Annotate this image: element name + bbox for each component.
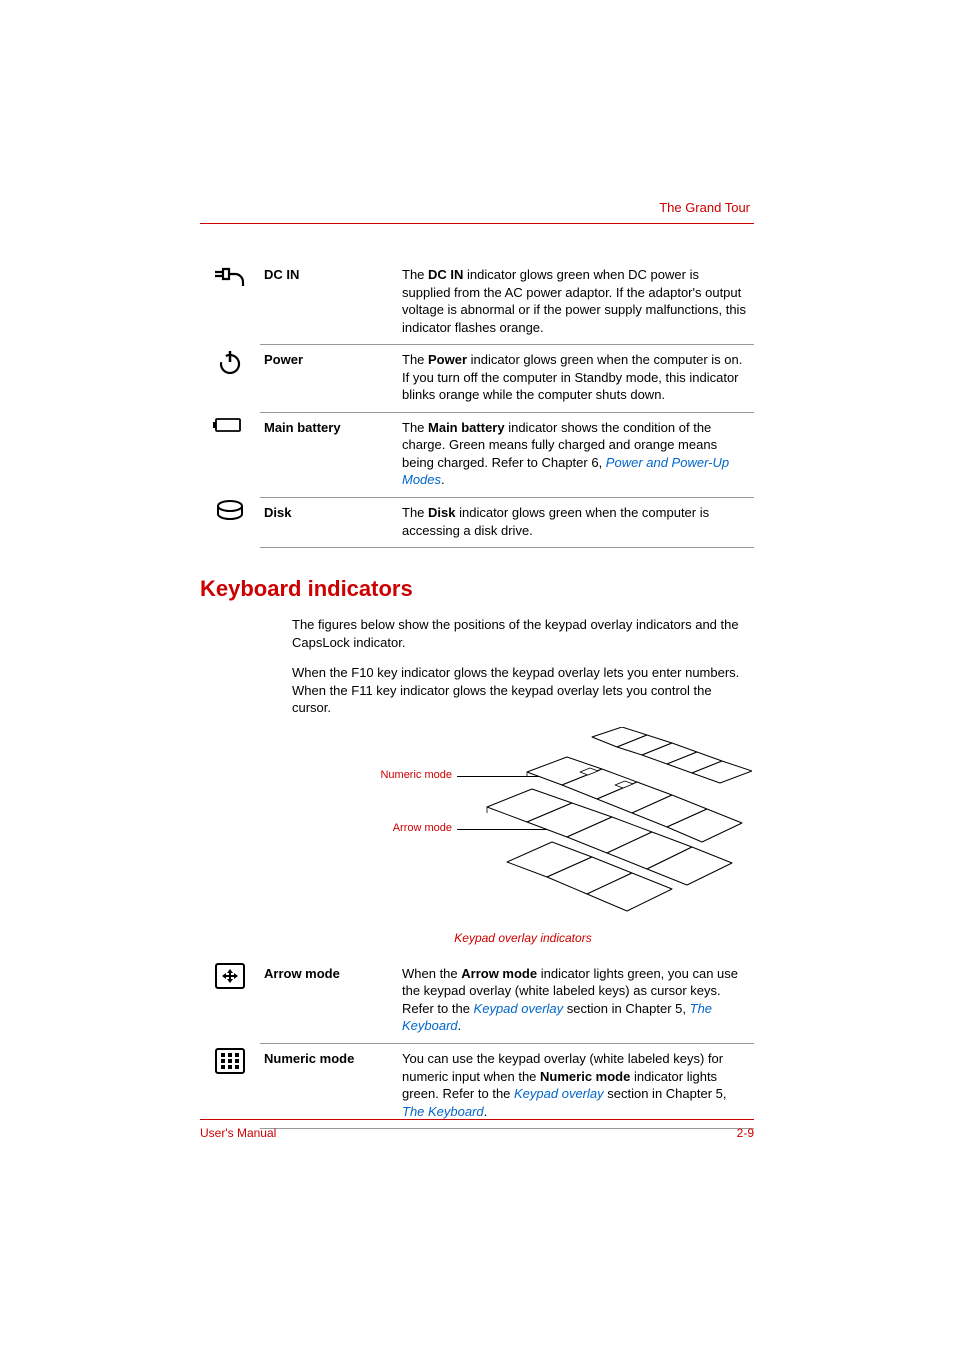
text-bold: Numeric mode [540,1069,630,1084]
table-row: Main battery The Main battery indicator … [200,412,754,497]
text: The [402,420,428,435]
cross-ref-link[interactable]: The Keyboard [402,1104,484,1119]
text: The [402,505,428,520]
text: . [441,472,445,487]
keypad-figure: Numeric mode Arrow mode [292,727,754,927]
text: When the [402,966,461,981]
battery-icon [213,414,247,434]
footer-left: User's Manual [200,1126,276,1140]
arrow-mode-icon [213,961,247,991]
keyboard-illustration [472,727,752,917]
footer-rule [200,1119,754,1120]
indicator-desc: You can use the keypad overlay (white la… [398,1044,754,1129]
indicator-label: Main battery [260,412,398,497]
page-footer: User's Manual 2-9 [200,1119,754,1140]
table-row: DC IN The DC IN indicator glows green wh… [200,260,754,345]
indicator-label: Arrow mode [260,959,398,1044]
indicator-desc: The DC IN indicator glows green when DC … [398,260,754,345]
page-content: The Grand Tour DC IN The DC IN indicator… [0,0,954,1129]
text-bold: Power [428,352,467,367]
power-icon [215,347,245,377]
text: . [458,1018,462,1033]
text: . [484,1104,488,1119]
indicator-desc: The Power indicator glows green when the… [398,345,754,413]
table-row: Numeric mode You can use the keypad over… [200,1044,754,1129]
text: section in Chapter 5, [563,1001,689,1016]
section-heading: Keyboard indicators [200,576,754,602]
indicator-label: Power [260,345,398,413]
indicator-label: DC IN [260,260,398,345]
keyboard-indicators-table: Arrow mode When the Arrow mode indicator… [200,959,754,1129]
paragraph: When the F10 key indicator glows the key… [292,664,754,717]
text-bold: Arrow mode [461,966,537,981]
figure-label-arrow: Arrow mode [352,822,452,834]
indicator-desc: The Disk indicator glows green when the … [398,498,754,548]
footer-page-number: 2-9 [737,1126,754,1140]
indicator-label: Numeric mode [260,1044,398,1129]
system-indicators-table: DC IN The DC IN indicator glows green wh… [200,260,754,548]
dc-in-icon [213,262,247,290]
header-rule [200,223,754,224]
paragraph: The figures below show the positions of … [292,616,754,651]
text-bold: Disk [428,505,455,520]
table-row: Arrow mode When the Arrow mode indicator… [200,959,754,1044]
cross-ref-link[interactable]: Keypad overlay [474,1001,564,1016]
indicator-desc: When the Arrow mode indicator lights gre… [398,959,754,1044]
text-bold: Main battery [428,420,505,435]
text: The [402,352,428,367]
disk-icon [215,500,245,524]
figure-label-numeric: Numeric mode [352,769,452,781]
numeric-mode-icon [213,1046,247,1076]
text-bold: DC IN [428,267,463,282]
cross-ref-link[interactable]: Keypad overlay [514,1086,604,1101]
indicator-desc: The Main battery indicator shows the con… [398,412,754,497]
figure-caption: Keypad overlay indicators [292,931,754,945]
text: section in Chapter 5, [604,1086,727,1101]
indicator-label: Disk [260,498,398,548]
text: The [402,267,428,282]
table-row: Power The Power indicator glows green wh… [200,345,754,413]
running-header: The Grand Tour [200,200,754,215]
table-row: Disk The Disk indicator glows green when… [200,498,754,548]
